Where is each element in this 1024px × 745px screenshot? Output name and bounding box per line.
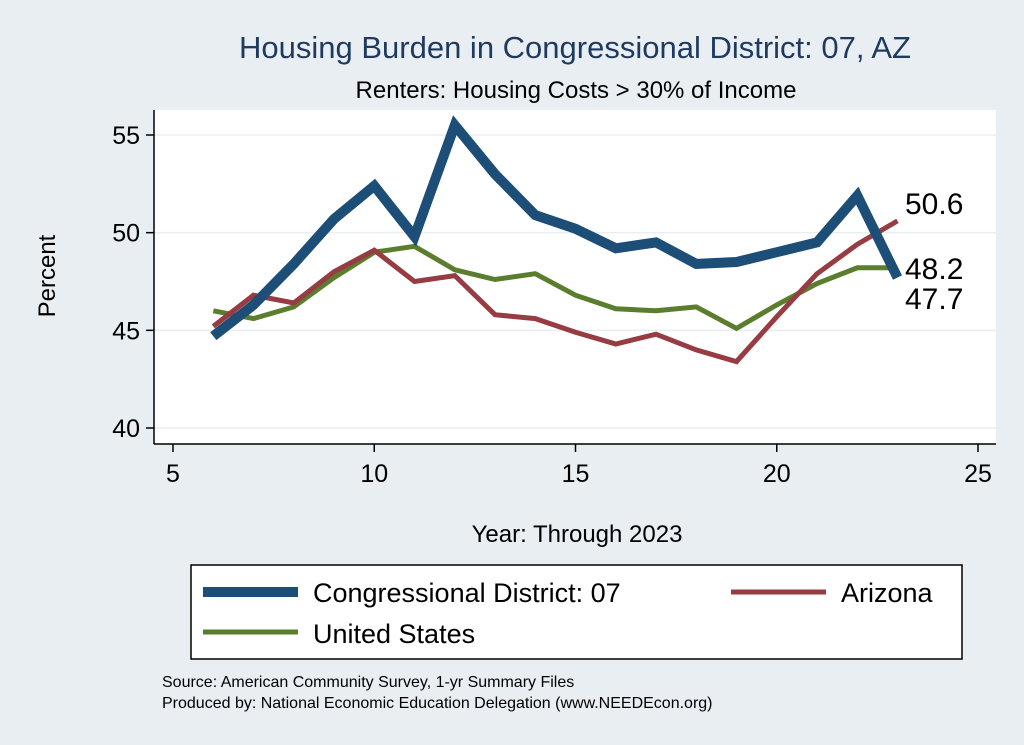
x-tick-label: 25 [964, 460, 992, 488]
end-labels: 47.7 50.6 48.2 [905, 188, 963, 316]
x-tick-label: 20 [763, 460, 791, 488]
plot-area [154, 110, 996, 444]
series-line-arizona [211, 218, 899, 365]
y-tick-label: 50 [112, 220, 140, 248]
x-tick-label: 15 [562, 460, 590, 488]
y-tick-label: 55 [112, 122, 140, 150]
end-label-united-states: 48.2 [905, 253, 963, 286]
y-tick-label: 45 [112, 317, 140, 345]
source-note: Source: American Community Survey, 1-yr … [162, 674, 574, 691]
end-label-district: 47.7 [905, 283, 963, 316]
chart-title: Housing Burden in Congressional District… [239, 30, 911, 65]
x-tick-label: 5 [166, 460, 180, 488]
legend-box [190, 564, 963, 660]
x-tick-label: 10 [360, 460, 388, 488]
chart-subtitle: Renters: Housing Costs > 30% of Income [356, 77, 797, 104]
series-line-united-states [212, 243, 898, 332]
x-axis-title: Year: Through 2023 [472, 521, 683, 548]
series-lines [210, 115, 902, 365]
legend-label-united-states: United States [313, 619, 475, 649]
y-tick-label: 40 [112, 415, 140, 443]
y-axis-title: Percent [34, 234, 61, 317]
legend: Congressional District: 07 Arizona United … [190, 564, 963, 660]
legend-label-arizona: Arizona [841, 578, 934, 608]
series-line-district [210, 115, 902, 341]
end-label-arizona: 50.6 [905, 188, 963, 221]
produced-by-note: Produced by: National Economic Education… [162, 695, 713, 712]
legend-label-district: Congressional District: 07 [313, 578, 621, 608]
